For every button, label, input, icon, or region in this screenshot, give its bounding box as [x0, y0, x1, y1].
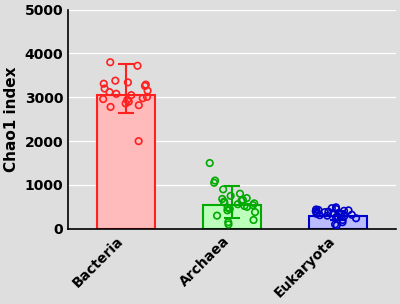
Point — [140, 96, 146, 101]
Point — [322, 210, 328, 215]
Point — [128, 93, 134, 98]
Point — [316, 213, 323, 218]
Point — [221, 200, 228, 205]
Point — [224, 205, 231, 210]
Point — [335, 215, 341, 219]
Point — [331, 211, 337, 216]
Point — [329, 206, 335, 211]
Point — [225, 220, 232, 225]
Point — [112, 78, 118, 83]
Point — [244, 196, 250, 201]
Point — [244, 204, 250, 209]
Point — [312, 209, 319, 214]
Point — [341, 208, 347, 213]
Point — [349, 212, 355, 217]
Y-axis label: Chao1 index: Chao1 index — [4, 67, 19, 172]
Point — [136, 139, 142, 143]
Point — [339, 220, 346, 225]
Point — [315, 208, 322, 212]
Point — [250, 203, 256, 208]
Point — [237, 191, 243, 196]
Point — [334, 223, 340, 228]
Point — [125, 80, 131, 85]
Point — [143, 82, 149, 87]
Point — [211, 180, 217, 185]
Point — [341, 214, 348, 219]
Point — [252, 210, 258, 215]
Point — [142, 84, 148, 88]
Point — [221, 199, 227, 204]
Point — [314, 212, 320, 216]
Point — [336, 211, 342, 216]
Bar — [203, 205, 261, 229]
Bar — [97, 95, 155, 229]
Point — [345, 208, 352, 213]
Point — [134, 63, 141, 68]
Point — [100, 97, 106, 102]
Point — [214, 213, 220, 218]
Point — [333, 205, 339, 210]
Point — [333, 215, 339, 220]
Point — [226, 207, 233, 212]
Point — [238, 198, 245, 203]
Point — [122, 101, 129, 106]
Point — [219, 197, 226, 202]
Point — [324, 213, 330, 218]
Point — [144, 95, 150, 99]
Point — [126, 99, 132, 104]
Point — [113, 92, 120, 96]
Point — [325, 209, 332, 214]
Point — [250, 218, 257, 223]
Point — [224, 208, 231, 213]
Point — [228, 193, 234, 198]
Point — [206, 161, 213, 165]
Point — [340, 218, 346, 223]
Point — [124, 98, 130, 102]
Point — [313, 207, 319, 212]
Point — [212, 178, 218, 183]
Point — [251, 201, 258, 206]
Point — [353, 216, 359, 221]
Point — [333, 207, 339, 212]
Point — [220, 187, 226, 192]
Point — [136, 103, 142, 108]
Point — [235, 202, 241, 207]
Point — [102, 86, 108, 91]
Bar — [309, 216, 367, 229]
Point — [241, 204, 248, 209]
Point — [107, 60, 114, 65]
Point — [106, 90, 113, 95]
Point — [334, 214, 340, 219]
Point — [144, 88, 151, 93]
Point — [338, 212, 344, 217]
Point — [332, 222, 338, 227]
Point — [240, 197, 246, 202]
Point — [100, 81, 107, 86]
Point — [314, 210, 320, 215]
Point — [107, 105, 114, 109]
Point — [225, 222, 232, 227]
